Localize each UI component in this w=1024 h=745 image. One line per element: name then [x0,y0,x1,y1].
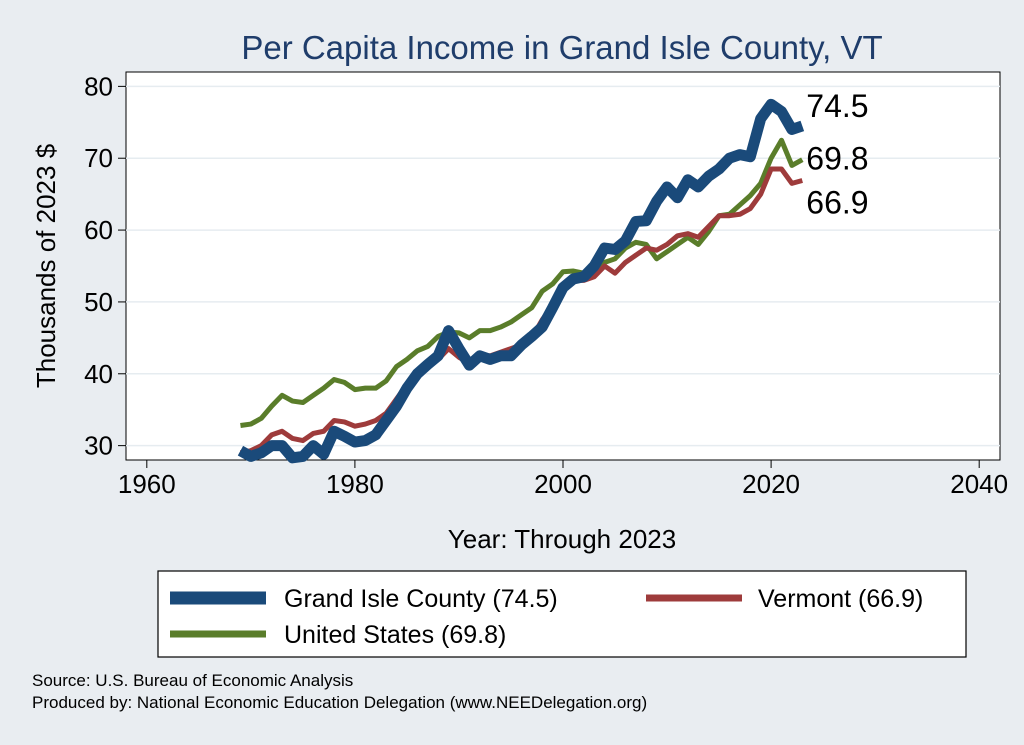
x-tick-label-1960: 1960 [118,469,176,499]
source-line: Source: U.S. Bureau of Economic Analysis [32,671,353,690]
x-axis-title: Year: Through 2023 [448,524,676,554]
chart-title: Per Capita Income in Grand Isle County, … [241,29,882,66]
gridlines [126,85,1000,447]
series-line-grand-isle-county [237,98,805,464]
y-tick-label-40: 40 [84,359,113,389]
y-tick-label-30: 30 [84,431,113,461]
legend: Grand Isle County (74.5) Vermont (66.9) … [157,570,967,658]
axes: 30 40 50 60 70 80 1960 1980 2000 2020 2040 [84,71,1008,499]
y-tick-label-50: 50 [84,287,113,317]
x-tick-label-2040: 2040 [950,469,1008,499]
legend-label-united-states: United States (69.8) [284,621,506,649]
y-tick-label-70: 70 [84,143,113,173]
series-line-united-states [240,137,804,428]
end-label-vermont: 66.9 [806,184,868,220]
x-tick-label-2020: 2020 [742,469,800,499]
x-tick-label-2000: 2000 [534,469,592,499]
end-labels: 74.5 66.9 69.8 [806,88,868,221]
produced-by-line: Produced by: National Economic Education… [32,693,647,712]
y-tick-label-80: 80 [84,71,113,101]
x-tick-label-1980: 1980 [326,469,384,499]
series-lines [237,98,805,464]
y-tick-label-60: 60 [84,215,113,245]
plot-area [125,71,1001,461]
y-axis-title: Thousands of 2023 $ [31,143,61,388]
legend-label-grand-isle: Grand Isle County (74.5) [284,585,558,613]
end-label-united-states: 69.8 [806,141,868,177]
legend-box [157,570,967,658]
legend-label-vermont: Vermont (66.9) [758,585,923,613]
end-label-grand-isle-county: 74.5 [806,88,868,124]
